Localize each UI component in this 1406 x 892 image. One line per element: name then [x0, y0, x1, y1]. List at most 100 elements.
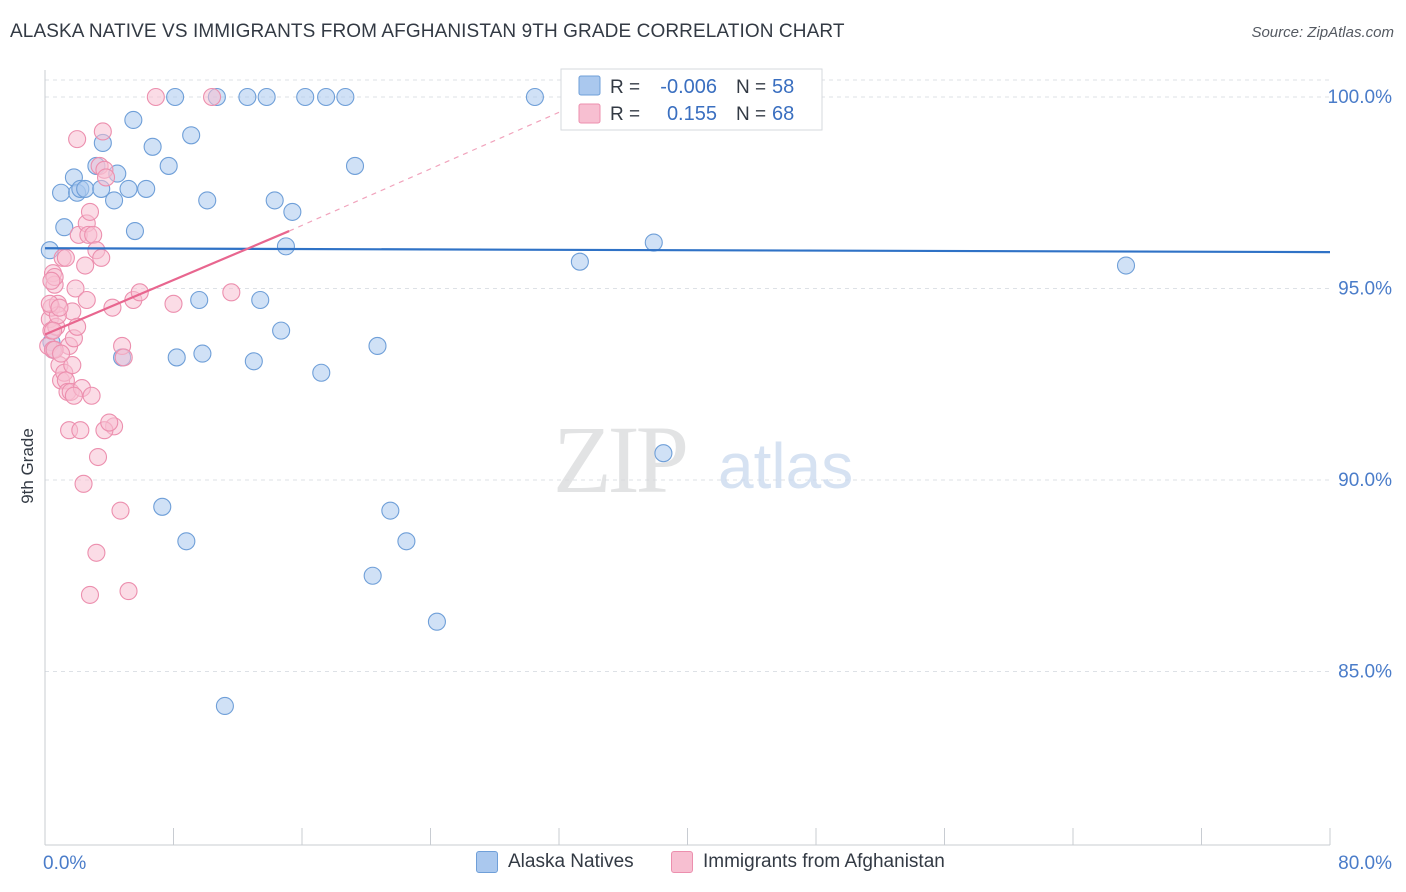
point-alaska-native: [654, 444, 673, 463]
point-alaska-native: [177, 532, 196, 551]
stats-r-label-2: R =: [610, 104, 640, 125]
point-afghanistan: [63, 356, 82, 375]
point-afghanistan: [92, 248, 111, 267]
point-alaska-native: [167, 348, 186, 367]
grid-layer: [45, 79, 1330, 672]
axis-layer: [44, 70, 1331, 846]
stats-legend-box: [560, 68, 823, 131]
points-layer: [39, 87, 1136, 716]
point-alaska-native: [193, 344, 212, 363]
point-afghanistan: [96, 168, 116, 187]
point-afghanistan: [42, 271, 61, 290]
point-alaska-native: [251, 290, 270, 310]
point-afghanistan: [71, 421, 90, 440]
point-alaska-native: [244, 352, 263, 371]
x-tick-label-max: 80.0%: [1338, 853, 1392, 874]
point-alaska-native: [55, 218, 74, 237]
trend-line-pink: [44, 230, 290, 336]
y-tick-label: 100.0%: [1328, 87, 1393, 108]
point-alaska-native: [105, 191, 124, 210]
point-alaska-native: [238, 87, 257, 107]
trend-line-extension-pink: [288, 111, 560, 232]
point-afghanistan: [111, 501, 130, 520]
point-alaska-native: [153, 497, 172, 516]
point-afghanistan: [119, 582, 138, 601]
trend-layer: [44, 111, 1331, 336]
point-afghanistan: [88, 447, 108, 467]
point-afghanistan: [203, 87, 222, 107]
stats-n-label-1: N =: [736, 77, 766, 98]
point-alaska-native: [427, 612, 446, 631]
point-alaska-native: [143, 137, 162, 156]
point-alaska-native: [52, 183, 71, 202]
point-alaska-native: [283, 202, 302, 221]
point-afghanistan: [146, 87, 165, 107]
stats-r-value-1: -0.006: [660, 76, 717, 98]
point-alaska-native: [190, 290, 209, 310]
legend-label-alaska-natives: Alaska Natives: [508, 851, 634, 872]
point-alaska-native: [265, 191, 284, 210]
y-tick-label: 85.0%: [1338, 662, 1392, 683]
point-afghanistan: [84, 225, 103, 244]
point-afghanistan: [74, 474, 93, 493]
point-afghanistan: [64, 386, 83, 405]
x-tick-label-min: 0.0%: [43, 853, 86, 874]
point-afghanistan: [76, 256, 95, 275]
source-label: Source: ZipAtlas.com: [1251, 24, 1394, 41]
y-tick-label: 90.0%: [1338, 470, 1392, 491]
point-afghanistan: [68, 130, 87, 149]
point-afghanistan: [66, 279, 85, 298]
point-afghanistan: [222, 283, 241, 302]
point-alaska-native: [345, 156, 365, 175]
point-alaska-native: [397, 532, 416, 551]
point-afghanistan: [100, 413, 119, 432]
chart-title: ALASKA NATIVE VS IMMIGRANTS FROM AFGHANI…: [10, 21, 845, 42]
watermark-atlas: atlas: [718, 430, 853, 502]
point-alaska-native: [525, 87, 544, 107]
point-afghanistan: [77, 290, 96, 310]
stats-n-label-2: N =: [736, 104, 766, 125]
trend-line-blue: [44, 247, 1331, 254]
point-alaska-native: [198, 191, 217, 210]
point-alaska-native: [125, 222, 144, 241]
point-afghanistan: [93, 122, 112, 141]
point-alaska-native: [570, 252, 589, 271]
point-afghanistan: [80, 202, 100, 221]
legend-item-immigrants-afghanistan[interactable]: Immigrants from Afghanistan: [671, 851, 945, 873]
point-alaska-native: [137, 179, 156, 198]
stats-r-label-1: R =: [610, 77, 640, 98]
point-afghanistan: [82, 386, 101, 405]
point-alaska-native: [76, 179, 95, 198]
watermark: ZIP atlas: [553, 406, 853, 513]
point-alaska-native: [182, 126, 201, 145]
point-alaska-native: [368, 336, 387, 356]
point-afghanistan: [56, 248, 75, 267]
point-alaska-native: [363, 566, 382, 585]
point-alaska-native: [312, 363, 331, 382]
tick-labels: 85.0% 90.0% 95.0% 100.0% 0.0% 80.0%: [43, 87, 1392, 874]
point-alaska-native: [296, 87, 315, 107]
legend-label-immigrants-afghanistan: Immigrants from Afghanistan: [703, 851, 945, 872]
bottom-legend: Alaska Natives Immigrants from Afghanist…: [0, 851, 1406, 879]
point-alaska-native: [336, 87, 355, 107]
point-afghanistan: [80, 585, 100, 604]
point-alaska-native: [381, 501, 400, 520]
y-axis-title: 9th Grade: [18, 428, 37, 504]
point-alaska-native: [119, 179, 138, 198]
point-alaska-native: [1116, 256, 1136, 275]
stats-swatch-pink: [578, 103, 601, 124]
stats-legend: R = -0.006 N = 58 R = 0.155 N = 68: [560, 68, 823, 131]
point-alaska-native: [276, 237, 295, 256]
legend-item-alaska-natives[interactable]: Alaska Natives: [476, 851, 634, 873]
point-alaska-native: [159, 156, 178, 175]
point-alaska-native: [166, 87, 185, 107]
point-alaska-native: [272, 321, 291, 340]
point-afghanistan: [50, 298, 69, 317]
y-tick-label: 95.0%: [1338, 279, 1392, 300]
point-alaska-native: [124, 110, 143, 130]
point-alaska-native: [317, 87, 336, 107]
point-afghanistan: [114, 348, 133, 367]
stats-swatch-blue: [578, 75, 601, 96]
point-afghanistan: [52, 344, 71, 363]
